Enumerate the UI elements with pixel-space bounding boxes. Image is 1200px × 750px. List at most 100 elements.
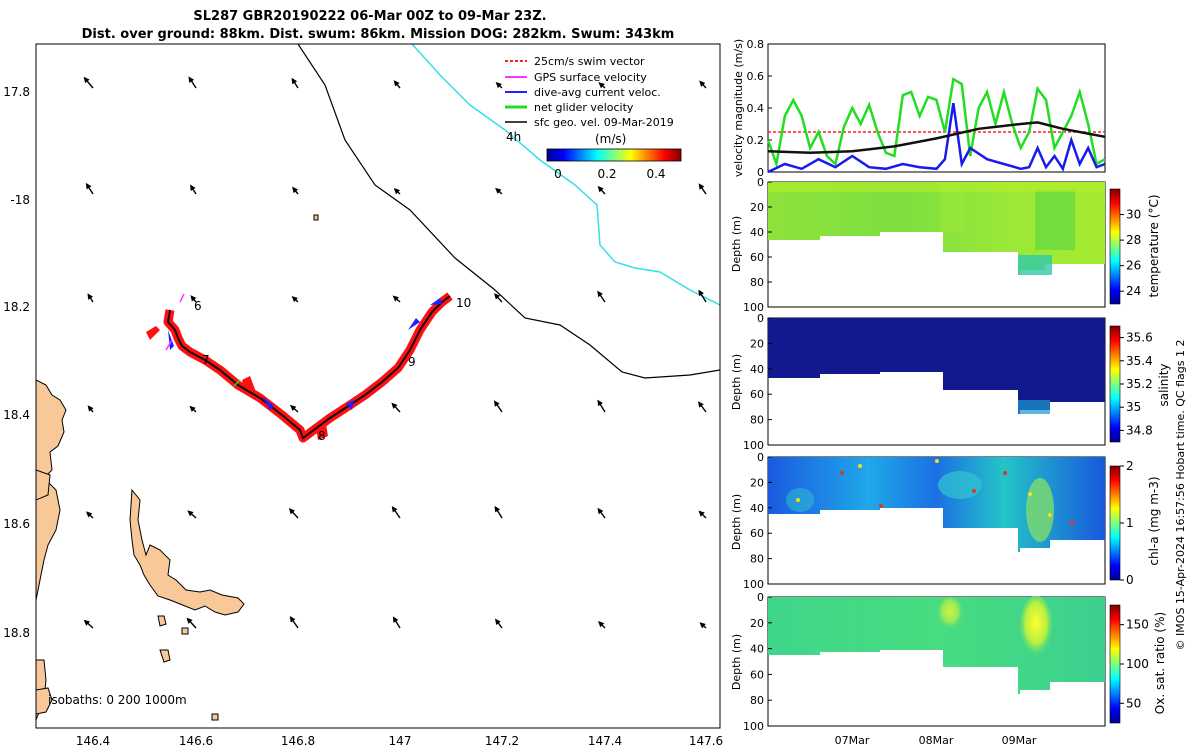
depth-tick: 40 bbox=[750, 226, 764, 239]
velocity-arrowhead bbox=[289, 615, 296, 623]
velocity-y-tick: 0.4 bbox=[747, 102, 765, 115]
depth-tick: 100 bbox=[743, 720, 764, 733]
temp-clabel: temperature (°C) bbox=[1147, 195, 1161, 298]
colorbar-tick: 2 bbox=[1126, 459, 1134, 473]
map-colorbar bbox=[546, 148, 682, 162]
ox-y-axis: 0 20 40 60 80 100 bbox=[743, 591, 772, 733]
velocity-arrowhead bbox=[83, 76, 90, 84]
sal-y-axis: 0 20 40 60 80 100 bbox=[743, 312, 772, 452]
waypoint-8: 8 bbox=[318, 429, 326, 443]
map-x-tick: 147.6 bbox=[689, 734, 723, 748]
velocity-arrowhead bbox=[597, 507, 604, 515]
depth-tick: 0 bbox=[757, 451, 764, 464]
depth-tick: 20 bbox=[750, 617, 764, 630]
depth-tick: 60 bbox=[750, 251, 764, 264]
ox-ylabel: Depth (m) bbox=[730, 634, 743, 690]
ox-colorbar bbox=[1109, 604, 1121, 724]
title-line-1: SL287 GBR20190222 06-Mar 00Z to 09-Mar 2… bbox=[193, 9, 546, 24]
chla-y-axis: 0 20 40 60 80 100 bbox=[743, 451, 772, 591]
sal-colorbar bbox=[1109, 325, 1121, 443]
velocity-arrowhead bbox=[493, 293, 501, 300]
velocity-ylabel: velocity magnitude (m/s) bbox=[732, 39, 745, 177]
velocity-arrowhead bbox=[393, 80, 400, 87]
temperature-panel: Depth (m) 0 20 40 60 80 100 24 26 28 30 temperat… bbox=[730, 176, 1161, 314]
velocity-arrowhead bbox=[391, 505, 398, 513]
temp-colorbar bbox=[1109, 188, 1121, 305]
velocity-series-line bbox=[767, 121, 1106, 155]
velocity-arrowhead bbox=[85, 182, 92, 190]
waypoint-6: 6 bbox=[194, 299, 202, 313]
velocity-arrowhead bbox=[292, 186, 299, 194]
depth-tick: 60 bbox=[750, 668, 764, 681]
map-x-tick: 147.4 bbox=[588, 734, 622, 748]
velocity-y-tick: 0.6 bbox=[747, 70, 765, 83]
velocity-arrowhead bbox=[495, 81, 502, 89]
colorbar-tick: 24 bbox=[1126, 284, 1141, 298]
velocity-y-tick: 0.8 bbox=[747, 38, 765, 51]
colorbar-tick: 28 bbox=[1126, 233, 1141, 247]
velocity-arrowhead bbox=[291, 77, 298, 85]
colorbar-tick: 50 bbox=[1126, 696, 1141, 710]
salinity-panel: Depth (m) 0 20 40 60 80 100 34.8 35 35.2 35.4 35.… bbox=[730, 312, 1171, 452]
map-y-tick: -18 bbox=[10, 193, 30, 207]
map-legend: 25cm/s swim vector GPS surface velocity … bbox=[505, 55, 682, 181]
legend-entry: 25cm/s swim vector bbox=[534, 55, 645, 68]
velocity-arrowhead bbox=[290, 404, 297, 411]
map-y-tick: 18.8 bbox=[3, 626, 30, 640]
velocity-arrowhead bbox=[598, 82, 605, 89]
time-x-tick: 08Mar bbox=[919, 734, 954, 747]
velocity-series-line bbox=[767, 103, 1106, 174]
velocity-arrowhead bbox=[87, 293, 94, 300]
velocity-arrowhead bbox=[392, 295, 399, 302]
land-mass bbox=[36, 214, 319, 721]
colorbar-tick: 0 bbox=[1126, 573, 1134, 587]
velocity-arrowhead bbox=[598, 621, 605, 628]
colorbar-tick: 35 bbox=[1126, 400, 1141, 414]
velocity-series-line bbox=[766, 77, 1106, 169]
map-y-tick: 18.2 bbox=[3, 300, 30, 314]
waypoint-7: 7 bbox=[202, 353, 210, 367]
velocity-arrowhead bbox=[187, 510, 194, 517]
colorbar-tick: 0.2 bbox=[597, 167, 616, 181]
velocity-arrowhead bbox=[85, 511, 93, 518]
chla-clabel: chl-a (mg m-3) bbox=[1147, 476, 1161, 565]
map-x-tick: 146.4 bbox=[76, 734, 110, 748]
velocity-arrowhead bbox=[393, 188, 400, 195]
velocity-arrowhead bbox=[494, 505, 501, 513]
velocity-arrowhead bbox=[597, 399, 603, 407]
glider-track bbox=[146, 292, 453, 443]
velocity-arrowhead bbox=[698, 289, 704, 297]
sal-clabel: salinity bbox=[1157, 363, 1171, 406]
velocity-arrowhead bbox=[494, 618, 501, 625]
velocity-arrowhead bbox=[188, 76, 195, 83]
map-y-axis: 17.8 -18 18.2 18.4 18.6 18.8 bbox=[3, 85, 30, 640]
depth-tick: 20 bbox=[750, 337, 764, 350]
velocity-arrowhead bbox=[699, 622, 706, 629]
map-y-tick: 17.8 bbox=[3, 85, 30, 99]
colorbar-tick: 35.2 bbox=[1126, 377, 1153, 391]
velocity-arrowhead bbox=[699, 80, 706, 87]
legend-entry: GPS surface velocity bbox=[534, 71, 647, 84]
legend-entry: dive-avg current veloc. bbox=[534, 86, 661, 99]
map-panel: 6 7 8 9 10 146.4 146.6 146.8 147 147.2 1… bbox=[3, 43, 723, 748]
depth-tick: 80 bbox=[750, 276, 764, 289]
map-y-tick: 18.4 bbox=[3, 408, 30, 422]
colorbar-tick: 0.4 bbox=[646, 167, 665, 181]
map-x-axis: 146.4 146.6 146.8 147 147.2 147.4 147.6 bbox=[76, 734, 723, 748]
depth-tick: 20 bbox=[750, 476, 764, 489]
velocity-y-tick: 0 bbox=[757, 166, 764, 179]
map-frame bbox=[35, 43, 721, 729]
credit-footer: © IMOS 15-Apr-2024 16:57:56 Hobart time.… bbox=[1174, 340, 1187, 651]
velocity-y-tick: 0.2 bbox=[747, 134, 765, 147]
chla-ylabel: Depth (m) bbox=[730, 494, 743, 550]
waypoint-9: 9 bbox=[408, 355, 416, 369]
depth-tick: 60 bbox=[750, 388, 764, 401]
velocity-arrowhead bbox=[392, 616, 399, 623]
depth-tick: 0 bbox=[757, 176, 764, 189]
velocity-arrowhead bbox=[190, 184, 196, 192]
map-y-tick: 18.6 bbox=[3, 517, 30, 531]
depth-tick: 40 bbox=[750, 363, 764, 376]
legend-entry: net glider velocity bbox=[534, 101, 634, 114]
time-x-tick: 09Mar bbox=[1002, 734, 1037, 747]
